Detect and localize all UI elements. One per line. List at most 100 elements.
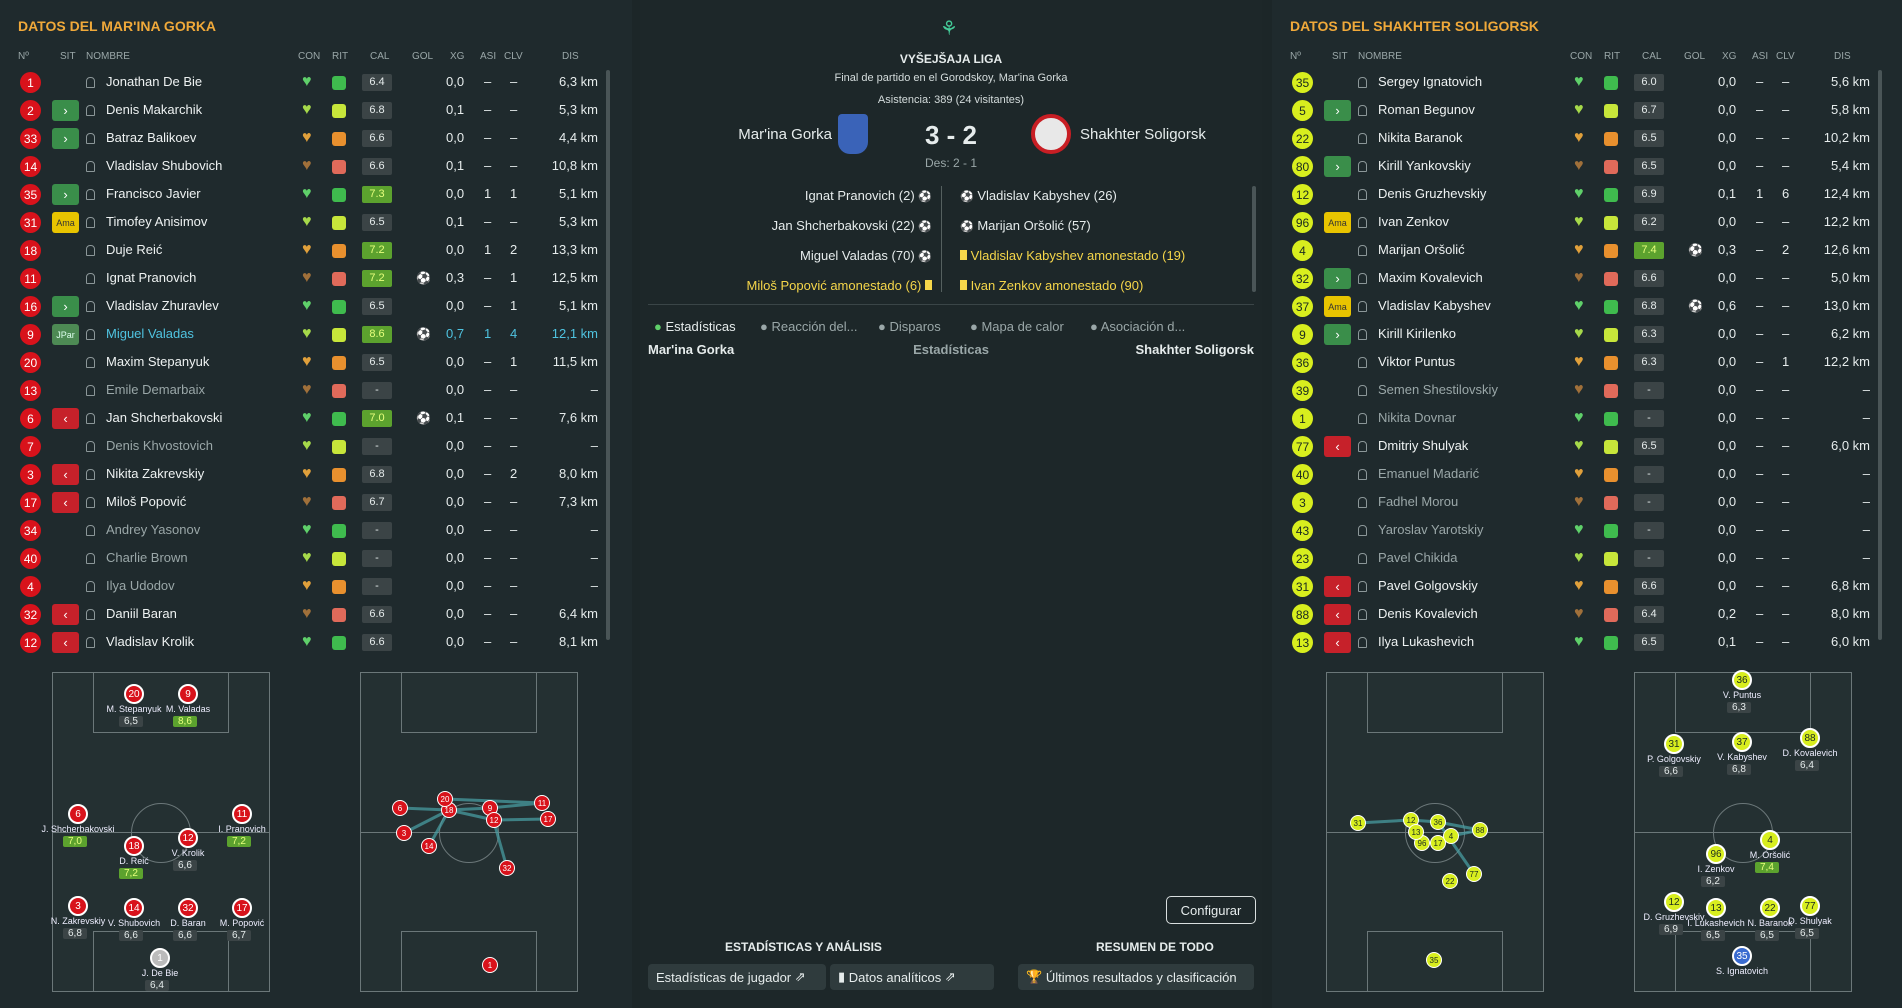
player-row[interactable]: 36 Viktor Puntus ♥ 6.3 0,0 – 1 12,2 km [1286,350,1882,376]
player-row[interactable]: 32 › Maxim Kovalevich ♥ 6.6 0,0 – – 5,0 km [1286,266,1882,292]
player-name[interactable]: Marijan Oršolić [1378,242,1465,257]
player-row[interactable]: 14 Vladislav Shubovich ♥ 6.6 0,1 – – 10,8 km [14,154,610,180]
formation-player-marker[interactable]: 9 [178,684,198,704]
player-row[interactable]: 35 › Francisco Javier ♥ 7.3 0,0 1 1 5,1 km [14,182,610,208]
col-con[interactable]: CON [298,51,321,62]
player-row[interactable]: 34 Andrey Yasonov ♥ - 0,0 – – – [14,518,610,544]
player-row[interactable]: 77 ‹ Dmitriy Shulyak ♥ 6.5 0,0 – – 6,0 km [1286,434,1882,460]
player-name[interactable]: Timofey Anisimov [106,214,208,229]
player-name[interactable]: Andrey Yasonov [106,522,201,537]
configure-button[interactable]: Configurar [1166,896,1256,924]
player-name[interactable]: Kirill Kirilenko [1378,326,1457,341]
player-stats-button[interactable]: Estadísticas de jugador ⇗ [648,964,826,990]
player-row[interactable]: 43 Yaroslav Yarotskiy ♥ - 0,0 – – – [1286,518,1882,544]
col-rit[interactable]: RIT [332,51,349,62]
player-row[interactable]: 31 Ama Timofey Anisimov ♥ 6.5 0,1 – – 5,3 km [14,210,610,236]
player-row[interactable]: 18 Duje Reić ♥ 7.2 0,0 1 2 13,3 km [14,238,610,264]
player-name[interactable]: Nikita Dovnar [1378,410,1457,425]
col-asi[interactable]: ASI [480,51,497,62]
player-name[interactable]: Ivan Zenkov [1378,214,1449,229]
formation-player-marker[interactable]: 1 [150,948,170,968]
col-name[interactable]: NOMBRE [1358,51,1402,62]
player-name[interactable]: Viktor Puntus [1378,354,1456,369]
tab-mapa-calor[interactable]: ● Mapa de calor [970,319,1064,334]
col-asi[interactable]: ASI [1752,51,1769,62]
home-team-name[interactable]: Mar'ina Gorka [738,126,832,143]
player-row[interactable]: 17 ‹ Miloš Popović ♥ 6.7 0,0 – – 7,3 km [14,490,610,516]
col-gol[interactable]: GOL [412,51,434,62]
player-name[interactable]: Denis Kovalevich [1378,606,1478,621]
player-name[interactable]: Jan Shcherbakovski [106,410,223,425]
col-xg[interactable]: XG [1722,51,1737,62]
player-row[interactable]: 9 JPar Miguel Valadas ♥ 8.6 ⚽ 0,7 1 4 12,1 km [14,322,610,348]
player-row[interactable]: 12 ‹ Vladislav Krolik ♥ 6.6 0,0 – – 8,1 km [14,630,610,656]
formation-player-marker[interactable]: 37 [1732,732,1752,752]
player-name[interactable]: Francisco Javier [106,186,201,201]
tab-reaccion[interactable]: ● Reacción del... [760,319,858,334]
player-name[interactable]: Kirill Yankovskiy [1378,158,1471,173]
formation-player-marker[interactable]: 6 [68,804,88,824]
player-row[interactable]: 22 Nikita Baranok ♥ 6.5 0,0 – – 10,2 km [1286,126,1882,152]
col-gol[interactable]: GOL [1684,51,1706,62]
player-row[interactable]: 80 › Kirill Yankovskiy ♥ 6.5 0,0 – – 5,4 km [1286,154,1882,180]
player-name[interactable]: Jonathan De Bie [106,74,203,89]
player-row[interactable]: 4 Marijan Oršolić ♥ 7.4 ⚽ 0,3 – 2 12,6 km [1286,238,1882,264]
col-num[interactable]: Nº [1290,51,1301,62]
player-row[interactable]: 2 › Denis Makarchik ♥ 6.8 0,1 – – 5,3 km [14,98,610,124]
player-row[interactable]: 20 Maxim Stepanyuk ♥ 6.5 0,0 – 1 11,5 km [14,350,610,376]
formation-player-marker[interactable]: 20 [124,684,144,704]
player-row[interactable]: 31 ‹ Pavel Golgovskiy ♥ 6.6 0,0 – – 6,8 km [1286,574,1882,600]
tab-disparos[interactable]: ● Disparos [878,319,941,334]
player-name[interactable]: Emile Demarbaix [106,382,205,397]
player-name[interactable]: Denis Makarchik [106,102,203,117]
player-name[interactable]: Duje Reić [106,242,163,257]
col-clv[interactable]: CLV [504,51,523,62]
col-cal[interactable]: CAL [1642,51,1662,62]
player-row[interactable]: 6 ‹ Jan Shcherbakovski ♥ 7.0 ⚽ 0,1 – – 7,6 km [14,406,610,432]
col-clv[interactable]: CLV [1776,51,1795,62]
formation-player-marker[interactable]: 32 [178,898,198,918]
formation-player-marker[interactable]: 3 [68,896,88,916]
events-scrollbar[interactable] [1252,186,1256,292]
player-name[interactable]: Pavel Chikida [1378,550,1458,565]
player-row[interactable]: 40 Charlie Brown ♥ - 0,0 – – – [14,546,610,572]
player-name[interactable]: Miloš Popović [106,494,187,509]
formation-player-marker[interactable]: 22 [1760,898,1780,918]
away-team-name[interactable]: Shakhter Soligorsk [1080,126,1206,143]
col-dis[interactable]: DIS [1834,51,1851,62]
player-name[interactable]: Miguel Valadas [106,326,194,341]
player-row[interactable]: 1 Nikita Dovnar ♥ - 0,0 – – – [1286,406,1882,432]
player-row[interactable]: 40 Emanuel Madarić ♥ - 0,0 – – – [1286,462,1882,488]
formation-player-marker[interactable]: 11 [232,804,252,824]
player-name[interactable]: Sergey Ignatovich [1378,74,1483,89]
formation-player-marker[interactable]: 14 [124,898,144,918]
col-con[interactable]: CON [1570,51,1593,62]
player-name[interactable]: Daniil Baran [106,606,177,621]
formation-player-marker[interactable]: 4 [1760,830,1780,850]
player-name[interactable]: Ilya Udodov [106,578,175,593]
player-row[interactable]: 12 Denis Gruzhevskiy ♥ 6.9 0,1 1 6 12,4 km [1286,182,1882,208]
col-rit[interactable]: RIT [1604,51,1621,62]
player-row[interactable]: 16 › Vladislav Zhuravlev ♥ 6.5 0,0 – 1 5,1 km [14,294,610,320]
player-name[interactable]: Fadhel Morou [1378,494,1459,509]
player-name[interactable]: Maxim Stepanyuk [106,354,210,369]
player-name[interactable]: Dmitriy Shulyak [1378,438,1469,453]
formation-player-marker[interactable]: 77 [1800,896,1820,916]
col-num[interactable]: Nº [18,51,29,62]
player-row[interactable]: 7 Denis Khvostovich ♥ - 0,0 – – – [14,434,610,460]
player-name[interactable]: Nikita Zakrevskiy [106,466,205,481]
player-name[interactable]: Maxim Kovalevich [1378,270,1483,285]
analytics-button[interactable]: ▮ Datos analíticos ⇗ [830,964,994,990]
formation-player-marker[interactable]: 36 [1732,670,1752,690]
player-row[interactable]: 37 Ama Vladislav Kabyshev ♥ 6.8 ⚽ 0,6 – – 13,0 km [1286,294,1882,320]
player-row[interactable]: 4 Ilya Udodov ♥ - 0,0 – – – [14,574,610,600]
player-name[interactable]: Ilya Lukashevich [1378,634,1475,649]
col-sit[interactable]: SIT [60,51,76,62]
formation-player-marker[interactable]: 18 [124,836,144,856]
col-name[interactable]: NOMBRE [86,51,130,62]
player-row[interactable]: 23 Pavel Chikida ♥ - 0,0 – – – [1286,546,1882,572]
col-sit[interactable]: SIT [1332,51,1348,62]
player-name[interactable]: Charlie Brown [106,550,188,565]
col-xg[interactable]: XG [450,51,465,62]
player-row[interactable]: 3 ‹ Nikita Zakrevskiy ♥ 6.8 0,0 – 2 8,0 km [14,462,610,488]
